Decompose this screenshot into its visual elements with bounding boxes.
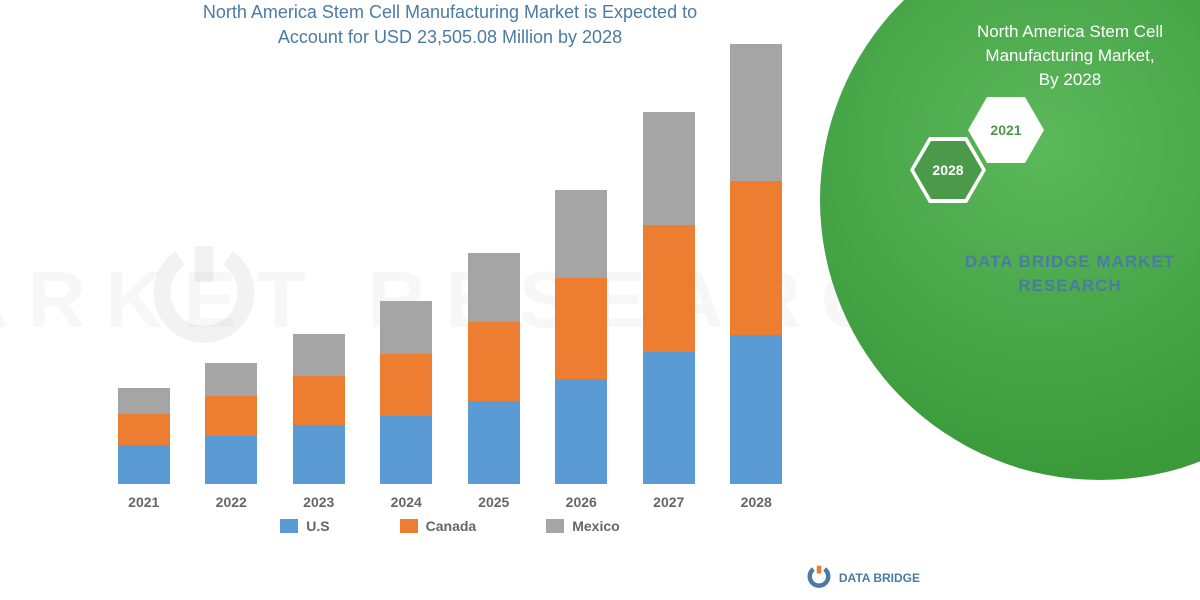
bar-segment	[555, 379, 607, 485]
bar-segment	[468, 401, 520, 485]
bar-segment	[643, 225, 695, 353]
x-axis-label: 2026	[566, 494, 597, 510]
panel-header-line3: By 2028	[1039, 70, 1101, 89]
legend-item: U.S	[280, 518, 329, 534]
footer-logo-icon	[805, 564, 833, 592]
bar-stack	[643, 112, 695, 484]
footer-logo-text: DATA BRIDGE	[839, 572, 920, 584]
bar-segment	[293, 376, 345, 424]
panel-header-line1: North America Stem Cell	[977, 22, 1163, 41]
x-axis-label: 2022	[216, 494, 247, 510]
x-axis-label: 2025	[478, 494, 509, 510]
bars-container: 2021 2022 2023 2024 2025 2026 2027 2028	[90, 70, 810, 510]
bar-segment	[118, 414, 170, 445]
bar-stack	[730, 44, 782, 484]
chart-title-line2: Account for USD 23,505.08 Million by 202…	[278, 27, 622, 47]
bar-group: 2024	[371, 301, 441, 510]
bar-segment	[293, 425, 345, 485]
chart-title-line1: North America Stem Cell Manufacturing Ma…	[203, 2, 697, 22]
bar-segment	[730, 44, 782, 180]
bar-segment	[205, 396, 257, 436]
bar-segment	[205, 363, 257, 396]
chart-title: North America Stem Cell Manufacturing Ma…	[90, 0, 810, 70]
panel-header-line2: Manufacturing Market,	[985, 46, 1154, 65]
legend-swatch	[400, 519, 418, 533]
chart-legend: U.S Canada Mexico	[90, 518, 810, 534]
right-panel: North America Stem Cell Manufacturing Ma…	[820, 0, 1200, 600]
hexagon: 2021	[968, 97, 1044, 163]
bar-segment	[380, 301, 432, 354]
legend-item: Canada	[400, 518, 477, 534]
hexagon-label: 2021	[972, 101, 1040, 159]
bar-segment	[730, 181, 782, 335]
x-axis-label: 2021	[128, 494, 159, 510]
x-axis-label: 2028	[741, 494, 772, 510]
bar-group: 2027	[634, 112, 704, 510]
bar-group: 2023	[284, 334, 354, 510]
panel-header: North America Stem Cell Manufacturing Ma…	[940, 20, 1200, 91]
brand-line1: DATA BRIDGE MARKET	[965, 252, 1175, 271]
bar-segment	[643, 112, 695, 225]
bar-segment	[205, 436, 257, 484]
bar-stack	[293, 334, 345, 484]
bar-segment	[118, 445, 170, 485]
bar-group: 2025	[459, 253, 529, 510]
bar-segment	[468, 253, 520, 322]
bar-segment	[730, 335, 782, 485]
brand-text: DATA BRIDGE MARKET RESEARCH	[950, 250, 1190, 298]
bar-segment	[380, 416, 432, 485]
bar-stack	[468, 253, 520, 484]
bar-segment	[380, 354, 432, 416]
bar-segment	[555, 190, 607, 278]
bar-group: 2026	[546, 190, 616, 511]
legend-label: U.S	[306, 518, 329, 534]
hexagon: 2028	[910, 137, 986, 203]
bar-group: 2028	[721, 44, 791, 510]
bar-group: 2021	[109, 388, 179, 511]
bar-stack	[555, 190, 607, 485]
green-circle-bg: North America Stem Cell Manufacturing Ma…	[820, 0, 1200, 480]
bar-stack	[205, 363, 257, 484]
brand-line2: RESEARCH	[1018, 276, 1121, 295]
bar-stack	[380, 301, 432, 484]
legend-label: Mexico	[572, 518, 619, 534]
legend-swatch	[546, 519, 564, 533]
legend-label: Canada	[426, 518, 477, 534]
legend-swatch	[280, 519, 298, 533]
bar-group: 2022	[196, 363, 266, 510]
x-axis-label: 2023	[303, 494, 334, 510]
bar-segment	[293, 334, 345, 376]
legend-item: Mexico	[546, 518, 619, 534]
hexagon-label: 2028	[914, 141, 982, 199]
footer-logo: DATA BRIDGE	[805, 564, 920, 592]
bar-segment	[555, 278, 607, 379]
bar-stack	[118, 388, 170, 485]
bar-segment	[468, 322, 520, 401]
chart-container: North America Stem Cell Manufacturing Ma…	[90, 0, 810, 560]
x-axis-label: 2027	[653, 494, 684, 510]
bar-segment	[643, 352, 695, 484]
x-axis-label: 2024	[391, 494, 422, 510]
bar-segment	[118, 388, 170, 414]
